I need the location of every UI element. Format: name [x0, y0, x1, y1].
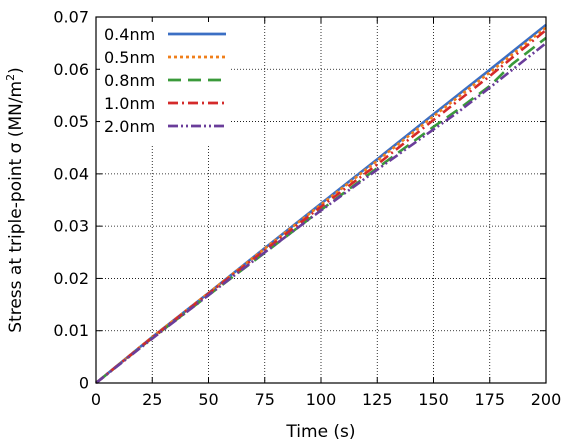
- y-axis-title-superscript: 2: [4, 74, 17, 81]
- series-line-2-0nm: [95, 42, 547, 385]
- y-tick-label: 0.01: [53, 321, 89, 340]
- y-axis-title-main: Stress at triple-point σ (MN/m: [6, 81, 26, 333]
- series-line-0-5nm: [95, 26, 547, 385]
- x-tick-label: 75: [255, 390, 275, 409]
- x-tick-label: 25: [142, 390, 162, 409]
- x-tick-label: 125: [362, 390, 393, 409]
- y-tick-label: 0.06: [53, 60, 89, 79]
- y-tick-label: 0.05: [53, 112, 89, 131]
- y-tick-label: 0.03: [53, 217, 89, 236]
- x-tick-label: 200: [531, 390, 562, 409]
- series-line-0-8nm: [95, 36, 547, 385]
- legend: 0.4nm 0.5nm 0.8nm 1.0nm 2.0nm: [100, 22, 230, 144]
- y-axis-title-close: ): [6, 67, 26, 74]
- x-tick-label: 150: [418, 390, 449, 409]
- series-line-1-0nm: [95, 29, 547, 385]
- legend-label: 0.5nm: [104, 48, 155, 67]
- x-tick-label: 50: [198, 390, 218, 409]
- legend-label: 2.0nm: [104, 117, 155, 136]
- axis-ticks: 0 25 50 75 100 125 150 175 200 0 0.01 0.02 0.03 0.04 0…: [53, 8, 561, 410]
- legend-label: 1.0nm: [104, 94, 155, 113]
- y-tick-label: 0.02: [53, 269, 89, 288]
- y-tick-label: 0.04: [53, 164, 89, 183]
- x-axis-title: Time (s): [285, 422, 355, 440]
- y-tick-label: 0: [79, 374, 89, 393]
- x-tick-label: 175: [474, 390, 505, 409]
- legend-label: 0.4nm: [104, 25, 155, 44]
- x-tick-label: 100: [306, 390, 337, 409]
- legend-background: [100, 22, 230, 144]
- legend-label: 0.8nm: [104, 71, 155, 90]
- series-lines: [95, 23, 547, 385]
- y-axis-title: Stress at triple-point σ (MN/m2): [4, 67, 26, 333]
- y-tick-label: 0.07: [53, 8, 89, 27]
- x-tick-label: 0: [91, 390, 101, 409]
